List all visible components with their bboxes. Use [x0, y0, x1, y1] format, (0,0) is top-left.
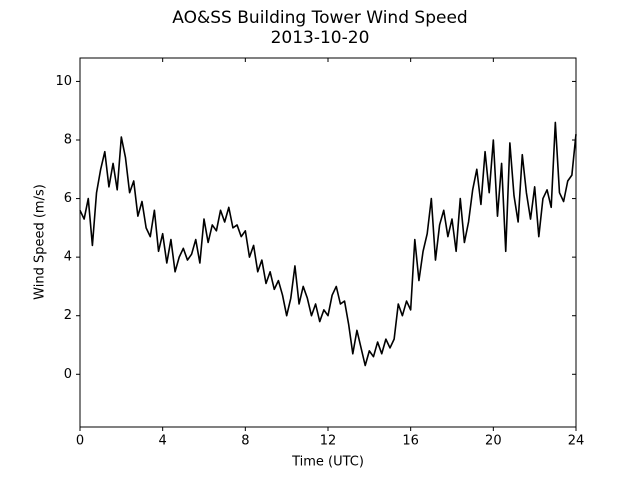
chart-subtitle: 2013-10-20	[271, 28, 370, 48]
y-axis-label: Wind Speed (m/s)	[33, 184, 48, 300]
x-tick-label: 20	[485, 434, 502, 449]
x-tick-label: 8	[241, 434, 249, 449]
y-tick-label: 10	[55, 74, 72, 89]
x-tick-label: 4	[159, 434, 167, 449]
x-axis-label: Time (UTC)	[291, 455, 364, 470]
chart-title: AO&SS Building Tower Wind Speed	[172, 8, 467, 28]
y-tick-label: 4	[64, 250, 72, 265]
y-tick-label: 0	[64, 367, 72, 382]
y-tick-label: 6	[64, 191, 72, 206]
y-tick-label: 2	[64, 308, 72, 323]
y-tick-label: 8	[64, 133, 72, 148]
x-tick-label: 0	[76, 434, 84, 449]
x-tick-label: 12	[320, 434, 337, 449]
x-tick-label: 16	[402, 434, 419, 449]
data-line	[79, 121, 577, 367]
x-tick-label: 24	[568, 434, 585, 449]
plot-frame	[79, 57, 577, 428]
